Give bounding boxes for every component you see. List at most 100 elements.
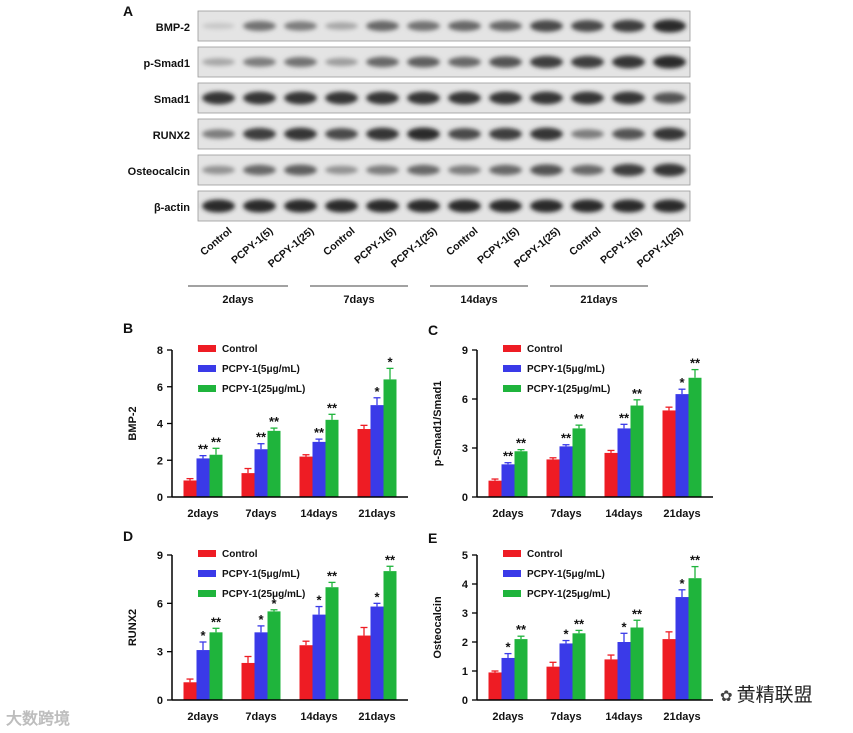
y-tick-label: 9: [462, 345, 468, 357]
x-category-label: 7days: [245, 711, 276, 723]
blot-band: [653, 127, 686, 141]
blot-band: [653, 55, 686, 69]
blot-strip: [197, 154, 691, 186]
significance-label: **: [327, 400, 338, 415]
x-category-label: 14days: [605, 711, 642, 723]
blot-band: [448, 128, 481, 140]
blot-label: BMP-2: [156, 22, 190, 34]
x-category-label: 7days: [245, 508, 276, 520]
significance-label: **: [211, 614, 222, 629]
y-tick-label: 0: [157, 695, 163, 707]
significance-label: **: [256, 430, 267, 445]
y-tick-label: 6: [157, 382, 163, 394]
blot-band: [202, 199, 235, 213]
legend-swatch: [503, 550, 521, 557]
y-axis-title: BMP-2: [127, 406, 139, 440]
blot-band: [448, 199, 481, 213]
legend-swatch: [503, 345, 521, 352]
significance-label: *: [374, 384, 380, 399]
significance-label: **: [561, 431, 572, 446]
legend-label: PCPY-1(25μg/mL): [527, 384, 610, 395]
y-tick-label: 3: [462, 443, 468, 455]
blot-band: [530, 20, 563, 32]
bar: [370, 606, 384, 700]
legend-label: Control: [527, 344, 563, 355]
significance-label: *: [679, 576, 685, 591]
significance-label: **: [211, 434, 222, 449]
bar: [325, 419, 339, 497]
bar: [630, 405, 644, 497]
blot-label: Smad1: [154, 94, 190, 106]
x-category-label: 2days: [492, 711, 523, 723]
lane-label: Control: [444, 225, 480, 258]
legend-label: Control: [527, 549, 563, 560]
significance-label: *: [316, 593, 322, 608]
y-tick-label: 4: [157, 419, 164, 431]
blot-band: [325, 165, 358, 175]
blot-strip: [197, 82, 691, 114]
y-tick-label: 0: [462, 492, 468, 504]
bar: [267, 611, 281, 700]
x-category-label: 21days: [358, 711, 395, 723]
panel-letter-e: E: [428, 530, 438, 546]
x-category-label: 7days: [550, 508, 581, 520]
psmad1-bar-chart: 0369p-Smad1/Smad12days****7days****14day…: [432, 344, 713, 520]
blot-band: [612, 163, 645, 177]
blot-band: [612, 199, 645, 213]
blot-band: [284, 21, 317, 31]
blot-band: [243, 199, 276, 213]
bar: [662, 639, 676, 700]
blot-band: [530, 91, 563, 105]
blot-band: [325, 199, 358, 213]
blot-band: [489, 199, 522, 213]
blot-strip: [197, 46, 691, 78]
bar: [357, 635, 371, 700]
bar: [196, 650, 210, 700]
legend-swatch: [198, 590, 216, 597]
y-tick-label: 6: [462, 394, 468, 406]
bar: [604, 452, 618, 497]
bar: [604, 659, 618, 700]
legend-label: PCPY-1(5μg/mL): [527, 364, 605, 375]
y-tick-label: 5: [462, 550, 468, 562]
bar: [630, 627, 644, 700]
y-axis-title: p-Smad1/Smad1: [432, 381, 444, 467]
blot-band: [243, 91, 276, 105]
blot-band: [489, 164, 522, 176]
bar: [572, 428, 586, 497]
blot-band: [571, 20, 604, 32]
significance-label: **: [503, 449, 514, 464]
blot-band: [202, 91, 235, 105]
blot-band: [243, 21, 276, 31]
legend-swatch: [198, 365, 216, 372]
bar: [183, 480, 197, 497]
blot-band: [407, 21, 440, 31]
legend-label: PCPY-1(25μg/mL): [222, 384, 305, 395]
significance-label: *: [679, 375, 685, 390]
legend-label: Control: [222, 344, 258, 355]
significance-label: **: [314, 425, 325, 440]
significance-label: **: [516, 436, 527, 451]
legend-swatch: [503, 570, 521, 577]
blot-band: [571, 129, 604, 139]
bar: [488, 480, 502, 497]
blot-band: [489, 20, 522, 32]
y-tick-label: 1: [462, 666, 468, 678]
x-category-label: 2days: [187, 508, 218, 520]
blot-band: [366, 91, 399, 105]
bar: [254, 632, 268, 700]
y-tick-label: 3: [157, 647, 163, 659]
blot-band: [571, 164, 604, 176]
significance-label: *: [271, 596, 277, 611]
blot-band: [284, 127, 317, 141]
significance-label: **: [385, 552, 396, 567]
blot-band: [571, 55, 604, 69]
panel-letter-c: C: [428, 322, 439, 338]
blot-band: [612, 128, 645, 140]
x-category-label: 7days: [550, 711, 581, 723]
bar: [383, 379, 397, 497]
blot-band: [653, 199, 686, 213]
blot-band: [366, 20, 399, 32]
bar: [183, 682, 197, 700]
legend-swatch: [503, 590, 521, 597]
